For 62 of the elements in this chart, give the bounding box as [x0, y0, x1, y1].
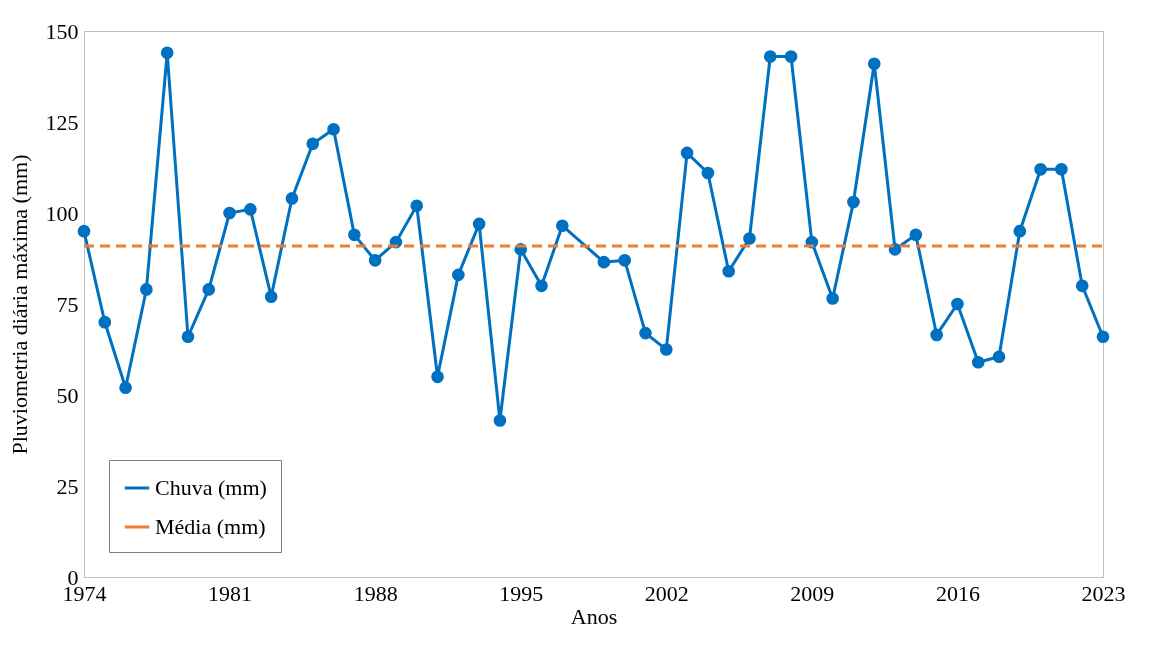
point: [202, 283, 216, 296]
point: [992, 350, 1006, 364]
point: [743, 232, 756, 245]
legend-label: Chuva (mm): [155, 475, 267, 500]
point: [659, 343, 673, 356]
x-tick-label: 1981: [208, 580, 253, 606]
y-tick-label: 100: [45, 200, 79, 226]
x-tick-label: 2023: [1081, 580, 1126, 606]
y-tick-label: 125: [45, 109, 79, 135]
x-tick-label: 2009: [790, 580, 835, 606]
point: [181, 330, 195, 344]
point: [701, 166, 715, 180]
point: [763, 50, 777, 63]
point: [951, 297, 964, 311]
point: [639, 326, 652, 340]
point: [784, 50, 798, 63]
y-tick-label: 150: [45, 18, 79, 44]
point: [535, 279, 548, 293]
point: [77, 224, 91, 238]
point: [930, 328, 943, 342]
point: [119, 381, 132, 395]
point: [140, 283, 153, 296]
point: [348, 228, 361, 242]
point: [160, 46, 174, 60]
x-tick-label: 2016: [935, 580, 980, 606]
point: [618, 254, 632, 267]
point: [1034, 163, 1047, 176]
point: [306, 137, 320, 151]
point: [909, 228, 923, 242]
x-tick-label: 2002: [644, 580, 689, 606]
y-tick-label: 25: [56, 473, 79, 499]
point: [223, 206, 236, 220]
point: [452, 268, 465, 282]
point: [98, 315, 112, 329]
point: [1013, 224, 1027, 238]
point: [264, 290, 278, 304]
point: [1055, 163, 1068, 176]
y-tick-label: 75: [56, 291, 79, 317]
point: [1096, 330, 1110, 344]
point: [555, 219, 569, 233]
point: [244, 203, 257, 216]
point: [493, 414, 507, 427]
y-axis-title: Pluviometria diária máxima (mm): [6, 154, 32, 455]
point: [472, 217, 486, 231]
point: [431, 370, 444, 384]
x-tick-label: 1988: [353, 580, 398, 606]
point: [722, 264, 735, 278]
point: [680, 146, 694, 160]
x-axis-title: Anos: [570, 603, 618, 629]
point: [368, 254, 382, 267]
point: [826, 292, 839, 305]
point: [410, 199, 424, 213]
point: [867, 57, 881, 71]
point: [285, 192, 299, 205]
x-tick-label: 1995: [499, 580, 544, 606]
point: [971, 355, 985, 369]
legend-label: Média (mm): [155, 514, 266, 539]
point: [597, 255, 611, 269]
y-tick-label: 50: [56, 382, 79, 408]
point: [847, 195, 860, 209]
point: [327, 122, 340, 136]
point: [1075, 279, 1089, 293]
